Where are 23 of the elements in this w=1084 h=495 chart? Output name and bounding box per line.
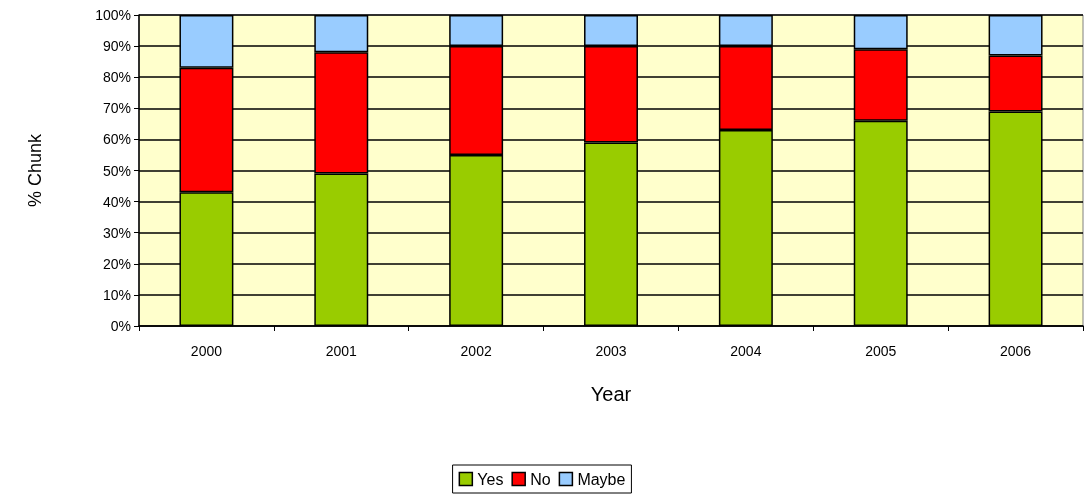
legend-label: Yes <box>477 470 504 488</box>
y-tick-label: 60% <box>102 131 131 148</box>
y-tick-label: 50% <box>102 162 131 179</box>
y-tick-label: 90% <box>102 38 131 55</box>
y-tick-label: 100% <box>95 7 131 23</box>
y-tick-label: 70% <box>102 100 131 117</box>
x-tick-label: 2000 <box>190 343 223 359</box>
y-tick-label: 40% <box>102 193 131 210</box>
y-tick-label: 30% <box>102 224 131 241</box>
y-axis-title: % Chunk <box>25 132 45 208</box>
x-tick-label: 2002 <box>460 343 492 359</box>
y-tick-label: 0% <box>110 318 131 334</box>
x-tick-label: 2004 <box>730 343 762 359</box>
x-tick-label: 2003 <box>595 343 627 359</box>
x-tick-label: 2006 <box>999 343 1032 359</box>
y-tick-label: 80% <box>102 69 131 86</box>
y-tick-label: 10% <box>102 286 131 303</box>
x-tick-label: 2005 <box>865 343 897 359</box>
legend-label: No <box>530 470 551 488</box>
x-axis-title: Year <box>590 383 632 405</box>
x-tick-label: 2001 <box>325 343 358 359</box>
legend-label: Maybe <box>577 470 626 488</box>
y-tick-label: 20% <box>102 255 131 272</box>
